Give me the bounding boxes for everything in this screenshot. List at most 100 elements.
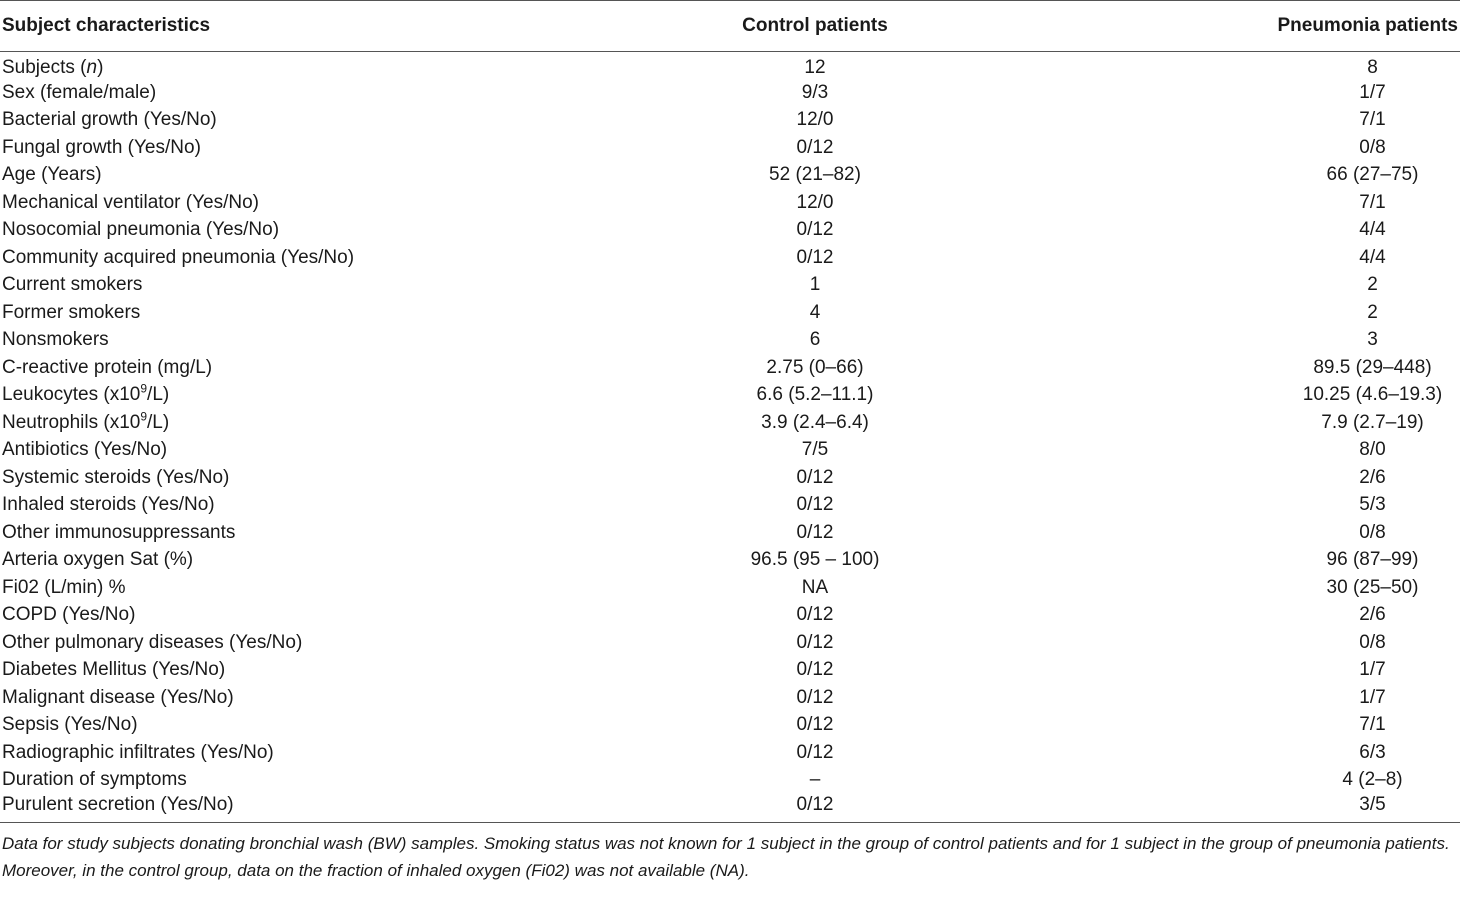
row-label: Radiographic infiltrates (Yes/No): [2, 741, 274, 763]
table-row: Diabetes Mellitus (Yes/No) 0/12 1/7: [0, 657, 1460, 685]
table-row: Sex (female/male) 9/3 1/7: [0, 79, 1460, 107]
table-row: Neutrophils (x109/L) 3.9 (2.4–6.4) 7.9 (2.…: [0, 409, 1460, 437]
table-row: Fungal growth (Yes/No) 0/12 0/8: [0, 134, 1460, 162]
table-row: Mechanical ventilator (Yes/No) 12/0 7/1: [0, 189, 1460, 217]
control-value: 12/0: [796, 109, 834, 131]
pneumonia-value: 2/6: [1359, 466, 1386, 488]
pneumonia-value: 1/7: [1359, 686, 1386, 708]
control-value: –: [809, 769, 821, 791]
row-label: Systemic steroids (Yes/No): [2, 466, 230, 488]
row-label: Mechanical ventilator (Yes/No): [2, 191, 259, 213]
pneumonia-value: 66 (27–75): [1326, 164, 1419, 186]
control-value: 96.5 (95 – 100): [750, 549, 880, 571]
row-label: COPD (Yes/No): [2, 604, 136, 626]
table-row: Subjects (n) 12 8: [0, 52, 1460, 80]
control-value: NA: [801, 576, 829, 598]
pneumonia-value: 89.5 (29–448): [1313, 356, 1432, 378]
control-value: 9/3: [801, 81, 829, 103]
control-value: 0/12: [796, 136, 834, 158]
control-value: 1: [809, 274, 821, 296]
table-row: Other immunosuppressants 0/12 0/8: [0, 519, 1460, 547]
row-label: Nonsmokers: [2, 329, 109, 351]
header-subject-characteristics: Subject characteristics: [0, 0, 585, 52]
row-label: Fi02 (L/min) %: [2, 576, 126, 598]
table-row: COPD (Yes/No) 0/12 2/6: [0, 602, 1460, 630]
pneumonia-value: 96 (87–99): [1326, 549, 1419, 571]
table-row: Leukocytes (x109/L) 6.6 (5.2–11.1) 10.25 (…: [0, 382, 1460, 410]
pneumonia-value: 8/0: [1359, 439, 1386, 461]
table-row: Malignant disease (Yes/No) 0/12 1/7: [0, 684, 1460, 712]
control-value: 0/12: [585, 794, 1045, 823]
row-label: Sex (female/male): [2, 81, 157, 103]
table-row: Community acquired pneumonia (Yes/No) 0/1…: [0, 244, 1460, 272]
row-label: Neutrophils (x109/L): [0, 409, 585, 437]
table-row: Sepsis (Yes/No) 0/12 7/1: [0, 712, 1460, 740]
pneumonia-value: 1/7: [1359, 659, 1386, 681]
control-value: 0/12: [796, 714, 834, 736]
table-row: Nonsmokers 6 3: [0, 327, 1460, 355]
control-value: 0/12: [796, 686, 834, 708]
row-label: Nosocomial pneumonia (Yes/No): [2, 219, 280, 241]
row-label: Bacterial growth (Yes/No): [2, 109, 217, 131]
control-value: 6: [809, 329, 821, 351]
control-value: 52 (21–82): [769, 164, 861, 186]
table-row: Purulent secretion (Yes/No) 0/12 3/5: [0, 794, 1460, 823]
control-value: 6.6 (5.2–11.1): [756, 384, 874, 406]
row-label: C-reactive protein (mg/L): [2, 356, 213, 378]
subject-characteristics-table: Subject characteristics Control patients…: [0, 0, 1460, 823]
pneumonia-value: 2: [1367, 301, 1378, 323]
pneumonia-value: 0/8: [1359, 631, 1386, 653]
row-label: Diabetes Mellitus (Yes/No): [2, 659, 226, 681]
pneumonia-value: 2: [1367, 274, 1378, 296]
header-control-patients: Control patients: [585, 0, 1045, 52]
pneumonia-value: 7/1: [1359, 714, 1386, 736]
row-label-suffix: /L): [147, 411, 170, 433]
table-row: Other pulmonary diseases (Yes/No) 0/12 0/8: [0, 629, 1460, 657]
row-label-text: Neutrophils (x10: [2, 411, 141, 433]
control-value: 0/12: [796, 246, 834, 268]
control-value: 0/12: [796, 604, 834, 626]
control-value: 0/12: [796, 494, 834, 516]
control-value: 0/12: [796, 521, 834, 543]
pneumonia-value: 4/4: [1359, 219, 1386, 241]
control-value: 0/12: [796, 466, 834, 488]
header-pneumonia-patients: Pneumonia patients: [1045, 0, 1460, 52]
pneumonia-value: 4 (2–8): [1342, 769, 1403, 791]
table-row: Bacterial growth (Yes/No) 12/0 7/1: [0, 107, 1460, 135]
pneumonia-value: 3: [1367, 329, 1378, 351]
control-value: 4: [809, 301, 821, 323]
table-row: Systemic steroids (Yes/No) 0/12 2/6: [0, 464, 1460, 492]
pneumonia-value: 2/6: [1359, 604, 1386, 626]
pneumonia-value: 10.25 (4.6–19.3): [1302, 384, 1443, 406]
row-label: Other pulmonary diseases (Yes/No): [2, 631, 303, 653]
control-value: 12: [804, 56, 826, 78]
pneumonia-value: 30 (25–50): [1326, 576, 1419, 598]
pneumonia-value: 7/1: [1359, 109, 1386, 131]
pneumonia-value: 8: [1367, 56, 1378, 78]
control-value: 0/12: [796, 741, 834, 763]
table-body: Subjects (n) 12 8 Sex (female/male) 9/3 1/7 Ba…: [0, 52, 1460, 823]
table-row: C-reactive protein (mg/L) 2.75 (0–66) 89.5…: [0, 354, 1460, 382]
pneumonia-value: 7.9 (2.7–19): [1321, 411, 1424, 433]
control-value: 0/12: [796, 631, 834, 653]
control-value: 0/12: [796, 219, 834, 241]
table-header: Subject characteristics Control patients…: [0, 0, 1460, 52]
table-row: Antibiotics (Yes/No) 7/5 8/0: [0, 437, 1460, 465]
pneumonia-value: 1/7: [1359, 81, 1386, 103]
table-row: Duration of symptoms – 4 (2–8): [0, 767, 1460, 795]
row-label: Community acquired pneumonia (Yes/No): [2, 246, 355, 268]
row-label: Arteria oxygen Sat (%): [2, 549, 194, 571]
row-label: Former smokers: [2, 301, 141, 323]
table-row: Age (Years) 52 (21–82) 66 (27–75): [0, 162, 1460, 190]
table-row: Radiographic infiltrates (Yes/No) 0/12 6/3: [0, 739, 1460, 767]
row-label-superscript: 9: [140, 409, 148, 424]
pneumonia-value: 4/4: [1359, 246, 1386, 268]
table-row: Fi02 (L/min) % NA 30 (25–50): [0, 574, 1460, 602]
row-label: Inhaled steroids (Yes/No): [2, 494, 215, 516]
row-label: Age (Years): [2, 164, 102, 186]
row-label: Duration of symptoms: [2, 769, 187, 791]
row-label: Leukocytes (x109/L): [0, 382, 585, 410]
table-row: Former smokers 4 2: [0, 299, 1460, 327]
control-value: 0/12: [796, 659, 834, 681]
